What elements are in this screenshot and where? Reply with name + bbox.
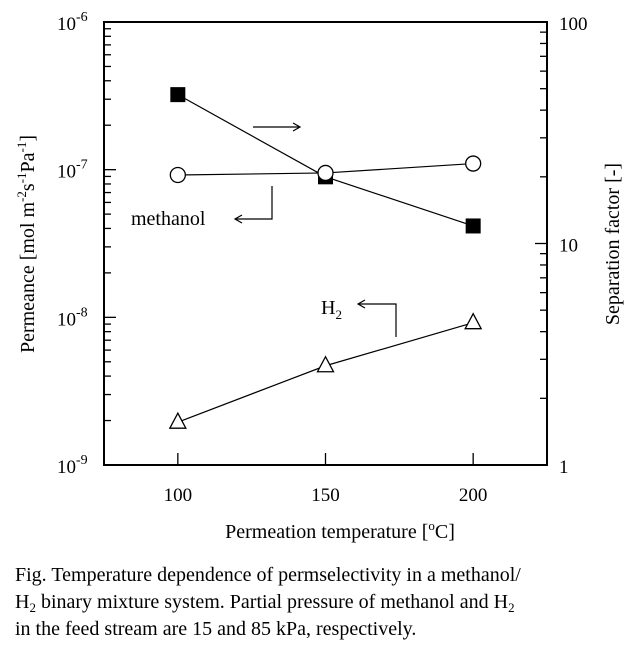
h2-series-line	[177, 322, 474, 423]
caption-line-2: H2 binary mixture system. Partial pressu…	[15, 591, 515, 615]
figure-caption: Fig. Temperature dependence of permselec…	[15, 562, 633, 643]
permselectivity-chart: 100 150 200 10-6 10-7 10-8 10-9 100 10 1 Permeatio…	[14, 10, 624, 543]
methanol-label: methanol	[131, 208, 206, 230]
h2-point	[168, 411, 187, 429]
h2-point	[316, 355, 335, 373]
right-arrow-icon	[292, 122, 302, 132]
methanol-arrowhead-icon	[233, 214, 243, 224]
methanol-leader-line	[236, 186, 273, 220]
x-tick-label: 200	[459, 485, 488, 506]
methanol-point	[169, 166, 186, 184]
methanol-point	[317, 164, 334, 182]
caption-line-3: in the feed stream are 15 and 85 kPa, re…	[15, 618, 417, 640]
h2-leader-line	[359, 303, 397, 337]
left-tick-label: 10-7	[57, 158, 88, 183]
x-tick-label: 150	[311, 485, 340, 506]
x-tick-label: 100	[164, 485, 193, 506]
right-tick-label: 100	[559, 14, 588, 35]
x-axis-title: Permeation temperature [oC]	[225, 518, 455, 543]
h2-point	[464, 312, 483, 330]
left-tick-label: 10-9	[57, 453, 88, 478]
separation-factor-point	[170, 87, 186, 103]
separation-factor-series-line	[177, 94, 474, 227]
left-tick-label: 10-6	[57, 10, 88, 35]
left-axis-title: Permeance [mol m-2s-1Pa-1]	[14, 135, 39, 353]
h2-arrowhead-icon	[356, 299, 366, 309]
right-axis-title: Separation factor [-]	[602, 163, 624, 325]
h2-label: H2	[321, 297, 342, 322]
right-tick-label: 10	[559, 236, 578, 257]
separation-factor-point	[465, 218, 481, 234]
methanol-point	[465, 155, 482, 172]
caption-line-1: Fig. Temperature dependence of permselec…	[15, 564, 521, 586]
right-tick-label: 1	[559, 457, 569, 478]
left-tick-label: 10-8	[57, 305, 88, 330]
